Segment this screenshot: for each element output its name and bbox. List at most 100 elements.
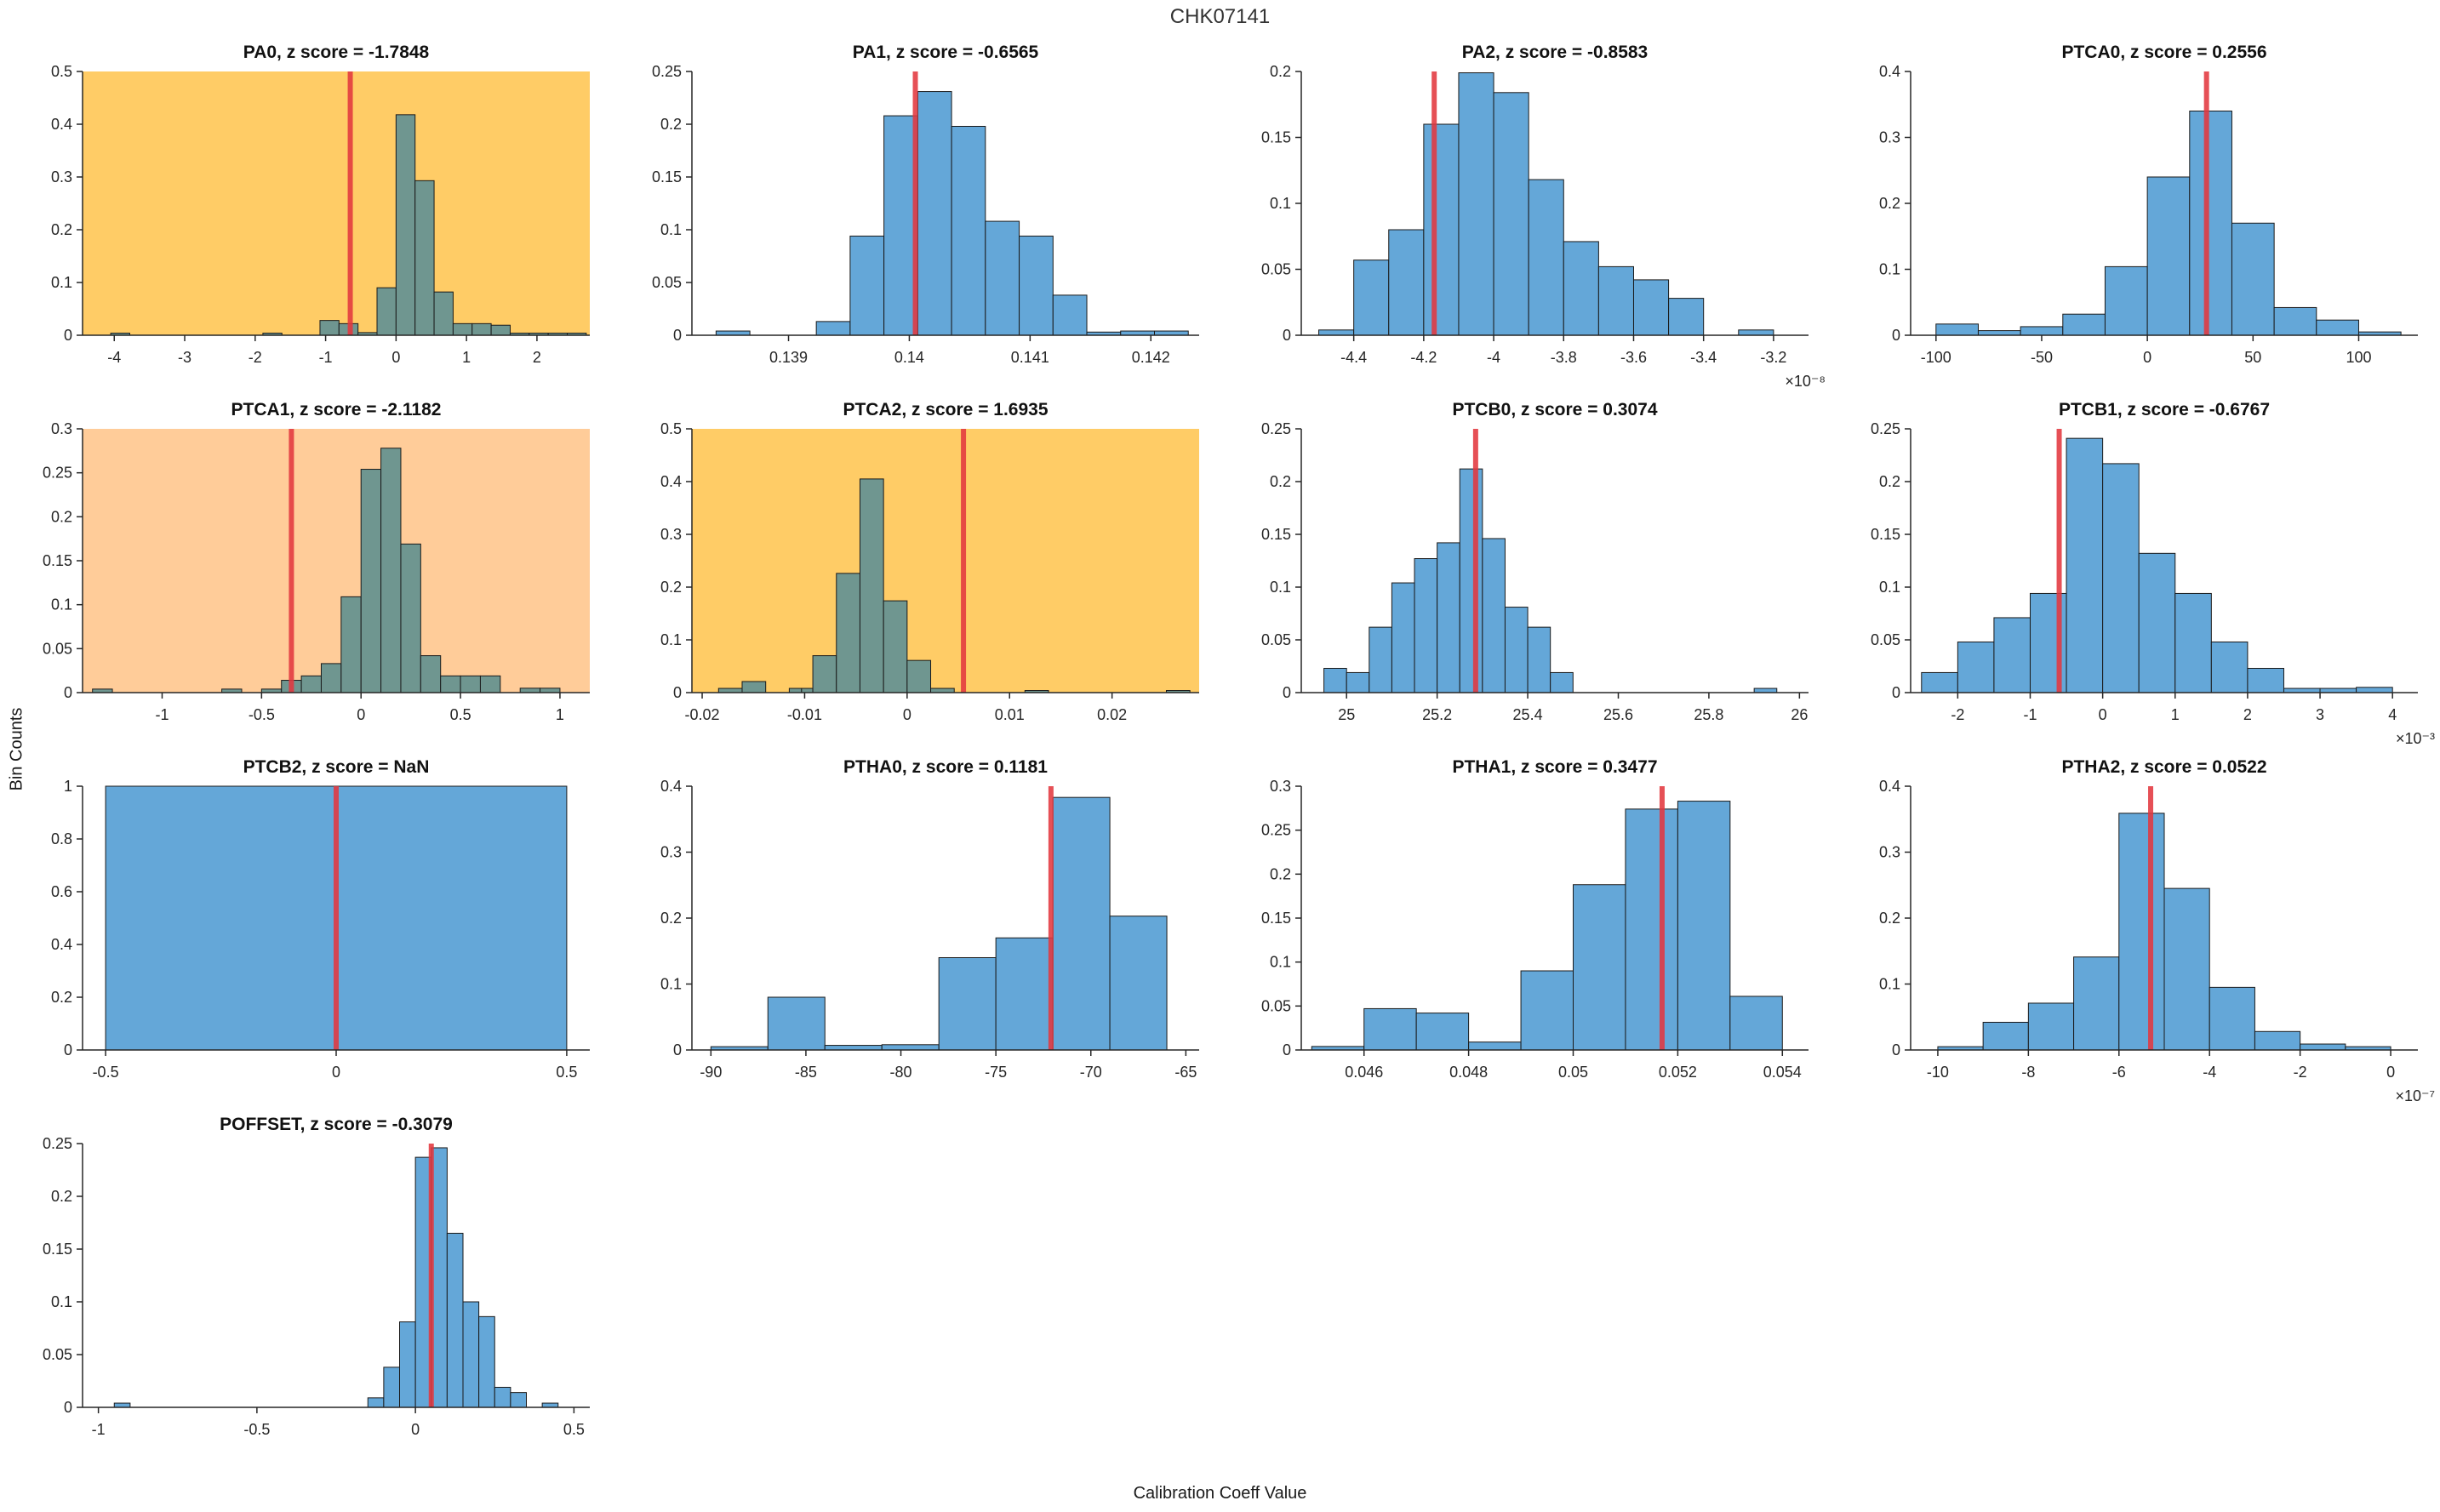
- y-tick-label: 0: [673, 327, 682, 344]
- subplot-ptcb1: 0 0.05 0.1 0.15 0.2 0.25 -2 -1 0 1 2 3 4 ×10⁻³ PTCB1, …: [1830, 390, 2439, 747]
- x-tick-label: 25.4: [1513, 706, 1543, 723]
- histogram-bar: [2163, 887, 2210, 1051]
- histogram-bar: [433, 291, 454, 336]
- subplot-title: PTCB0, z score = 0.3074: [1452, 400, 1657, 419]
- histogram-bar: [1921, 671, 1958, 693]
- subplot-title: PTCA0, z score = 0.2556: [2061, 43, 2266, 62]
- histogram-bar: [300, 675, 322, 693]
- x-tick-label: -4: [107, 349, 121, 366]
- subplot-title: PA1, z score = -0.6565: [853, 43, 1039, 62]
- x-tick-label: 2: [533, 349, 541, 366]
- histogram-bar: [883, 600, 908, 693]
- y-tick-label: 0.1: [660, 631, 682, 648]
- x-tick-label: -1: [92, 1421, 106, 1438]
- histogram-bar: [2062, 313, 2106, 336]
- histogram-bar: [1527, 626, 1551, 693]
- y-tick-label: 0.3: [660, 844, 682, 861]
- subplot-ptca2: 0 0.1 0.2 0.3 0.4 0.5 -0.02 -0.01 0 0.01 0.02 PTCA2…: [611, 390, 1220, 747]
- histogram-bar: [917, 91, 952, 336]
- y-tick-label: 0.2: [660, 579, 682, 596]
- y-tick-label: 0.4: [660, 473, 682, 490]
- histogram-bar: [2073, 956, 2120, 1051]
- red-value-line: [2056, 429, 2062, 693]
- y-tick-label: 0.1: [51, 274, 72, 291]
- histogram-ptca0: 0 0.1 0.2 0.3 0.4 -100 -50 0 50 100 PTCA0, z score…: [1879, 43, 2418, 366]
- figure-title: CHK07141: [1169, 5, 1271, 28]
- histogram-bar: [1109, 916, 1168, 1051]
- histogram-bar: [452, 322, 473, 336]
- x-tick-label: -0.5: [93, 1064, 119, 1081]
- histogram-bar: [1459, 468, 1483, 693]
- histogram-bar: [1052, 796, 1111, 1051]
- subplot-title: PTCB2, z score = NaN: [243, 757, 430, 777]
- y-tick-label: 0.05: [1261, 997, 1291, 1014]
- y-tick-label: 0.2: [1270, 473, 1291, 490]
- subplot-pa1: 0 0.05 0.1 0.15 0.2 0.25 0.139 0.14 0.141 0.142 PA…: [611, 32, 1220, 390]
- histogram-bar: [2066, 437, 2104, 693]
- histogram-ptca1: 0 0.05 0.1 0.15 0.2 0.25 0.3 -1 -0.5 0 0.5 1 PTCA1, …: [43, 400, 590, 723]
- x-tick-label: -3.6: [1620, 349, 1647, 366]
- histogram-bar: [1468, 1041, 1522, 1051]
- histogram-bar: [951, 125, 986, 336]
- y-tick-label: 0: [1892, 684, 1900, 701]
- y-tick-label: 0.2: [1879, 195, 1900, 212]
- y-tick-label: 0.15: [43, 1241, 72, 1258]
- y-tick-label: 0.05: [1261, 631, 1291, 648]
- histogram-bar: [367, 1397, 385, 1408]
- y-tick-label: 0: [64, 684, 72, 701]
- x-tick-label: -8: [2021, 1064, 2035, 1081]
- x-tick-label: -65: [1174, 1064, 1197, 1081]
- x-tick-label: -4.2: [1410, 349, 1437, 366]
- subplot-ptha0: 0 0.1 0.2 0.3 0.4 -90 -85 -80 -75 -70 -65 PTHA0, z …: [611, 747, 1220, 1104]
- y-tick-label: 0.15: [1261, 526, 1291, 543]
- subplot-title: PTHA0, z score = 0.1181: [843, 757, 1048, 777]
- histogram-bar: [985, 220, 1020, 336]
- histogram-bar: [2231, 222, 2275, 336]
- x-tick-label: 0: [332, 1064, 340, 1081]
- y-tick-label: 0.3: [51, 168, 72, 185]
- histogram-ptha0: 0 0.1 0.2 0.3 0.4 -90 -85 -80 -75 -70 -65 PTHA0, z …: [660, 757, 1199, 1081]
- subplot-pa2: 0 0.05 0.1 0.15 0.2 -4.4 -4.2 -4 -3.8 -3.6 -3.4 -3.…: [1220, 32, 1830, 390]
- histogram-bar: [849, 235, 885, 336]
- histogram-bar: [1493, 92, 1529, 336]
- histogram-bar: [400, 543, 421, 693]
- histogram-bar: [1632, 279, 1670, 336]
- histogram-bar: [1597, 265, 1634, 336]
- x-tick-label: -1: [155, 706, 169, 723]
- y-tick-label: 0.05: [43, 640, 72, 657]
- histogram-bar: [767, 996, 826, 1051]
- x-tick-label: 0.048: [1449, 1064, 1488, 1081]
- x-tick-label: 25: [1338, 706, 1355, 723]
- subplot-pa0: 0 0.1 0.2 0.3 0.4 0.5 -4 -3 -2 -1 0 1 2 PA0, z score …: [2, 32, 611, 390]
- x-tick-label: 0.14: [894, 349, 924, 366]
- histogram-ptca2: 0 0.1 0.2 0.3 0.4 0.5 -0.02 -0.01 0 0.01 0.02 PTCA2…: [660, 400, 1199, 723]
- y-tick-label: 0.1: [51, 1293, 72, 1310]
- y-tick-label: 0.5: [660, 420, 682, 437]
- subplot-title: PTCA1, z score = -2.1182: [231, 400, 442, 419]
- histogram-bar: [1677, 801, 1731, 1051]
- x-tick-label: 25.6: [1603, 706, 1633, 723]
- y-tick-label: 0.25: [1261, 420, 1291, 437]
- x-tick-label: -6: [2112, 1064, 2126, 1081]
- histogram-bar: [859, 478, 884, 693]
- x-tick-label: -0.5: [243, 1421, 270, 1438]
- y-tick-label: 0: [1283, 327, 1291, 344]
- histogram-pa2: 0 0.05 0.1 0.15 0.2 -4.4 -4.2 -4 -3.8 -3.6 -3.4 -3.…: [1261, 43, 1826, 390]
- subplot-title: PTCA2, z score = 1.6935: [843, 400, 1048, 419]
- subplot-ptcb2: 0 0.2 0.4 0.6 0.8 1 -0.5 0 0.5 PTCB2, z score = N…: [2, 747, 611, 1104]
- x-axis-label: Calibration Coeff Value: [1133, 1484, 1307, 1503]
- histogram-bar: [2020, 326, 2064, 336]
- subplot-title: PTCB1, z score = -0.6767: [2059, 400, 2270, 419]
- y-tick-label: 0: [673, 684, 682, 701]
- histogram-bar: [2210, 641, 2249, 693]
- y-tick-label: 0.3: [1270, 778, 1291, 795]
- histogram-bar: [1563, 241, 1599, 336]
- y-tick-label: 0.1: [660, 976, 682, 993]
- y-tick-label: 0.05: [1261, 261, 1291, 278]
- histogram-bar: [1982, 1021, 2029, 1051]
- subplot-ptca0: 0 0.1 0.2 0.3 0.4 -100 -50 0 50 100 PTCA0, z score…: [1830, 32, 2439, 390]
- x-tick-label: 0.142: [1132, 349, 1170, 366]
- x-tick-label: 2: [2243, 706, 2252, 723]
- y-tick-label: 0.2: [51, 1188, 72, 1205]
